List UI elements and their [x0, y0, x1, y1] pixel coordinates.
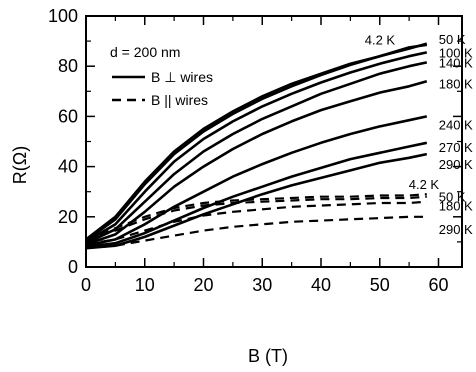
x-tick-label: 20 [193, 275, 213, 295]
y-tick-label: 60 [58, 106, 78, 126]
series-label: 270 K [439, 140, 473, 155]
series-label: 4.2 K [409, 177, 440, 192]
series-label: 290 K [439, 157, 473, 172]
axis-ticks: 0 10 20 30 40 50 60 0 20 40 60 80 100 [48, 6, 462, 295]
x-tick-label: 10 [135, 275, 155, 295]
y-axis-label: R(Ω) [10, 146, 30, 184]
series-label: 240 K [439, 117, 473, 132]
series-label: 290 K [439, 222, 473, 237]
legend: d = 200 nm B ⊥ wires B || wires [110, 44, 213, 108]
series-line [85, 51, 428, 244]
series-label: 50 K [439, 32, 466, 47]
y-tick-label: 40 [58, 157, 78, 177]
x-tick-label: 30 [252, 275, 272, 295]
series-label: 50 K [439, 190, 466, 205]
y-tick-label: 0 [68, 257, 78, 277]
series-label: 100 K [439, 45, 473, 60]
x-axis-label: B (T) [248, 346, 288, 366]
series-line [85, 200, 427, 246]
series-label: 4.2 K [365, 33, 396, 48]
series-label: 180 K [439, 76, 473, 91]
y-tick-label: 100 [48, 6, 78, 26]
legend-label-solid: B ⊥ wires [151, 69, 213, 85]
series-line [85, 115, 428, 247]
series-lines [85, 42, 428, 250]
series-line [85, 80, 428, 246]
series-label: 180 K [439, 199, 473, 214]
y-tick-label: 80 [58, 56, 78, 76]
x-tick-label: 60 [428, 275, 448, 295]
series-label: 140 K [439, 55, 473, 70]
x-tick-label: 0 [81, 275, 91, 295]
x-tick-label: 40 [311, 275, 331, 295]
legend-header: d = 200 nm [110, 44, 180, 60]
y-tick-label: 20 [58, 207, 78, 227]
series-line [85, 43, 427, 242]
legend-label-dashed: B || wires [151, 92, 208, 108]
series-line [85, 141, 428, 249]
x-tick-label: 50 [370, 275, 390, 295]
series-line [85, 152, 428, 250]
series-line [85, 193, 427, 241]
series-line [85, 61, 428, 245]
series-line [85, 195, 427, 242]
